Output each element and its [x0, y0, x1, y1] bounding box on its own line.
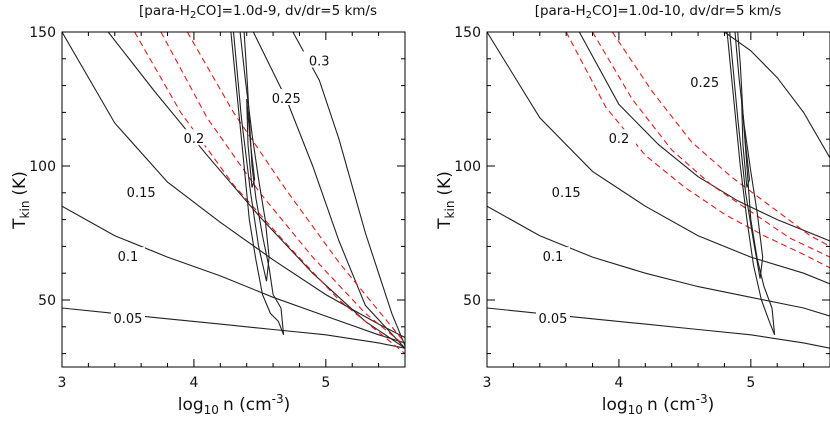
ratio-dashed-line-1 [134, 32, 405, 355]
probability-contour-3 [741, 98, 751, 188]
probability-contour-1 [230, 32, 285, 335]
x-tick-label: 4 [614, 375, 623, 391]
panel-title-right: [para-H2CO]=1.0d-10, dv/dr=5 km/s [535, 3, 782, 21]
ratio-dashed-line-2 [160, 32, 405, 347]
chart-panel-right: 0.05 0.1 0.15 0.2 0.25 3 4 5 50 100 150 Tkin(K) l… [435, 25, 830, 417]
ratio-dashed-line-3 [186, 32, 405, 344]
y-tick-label: 150 [29, 25, 56, 41]
plot-area-left: 0.05 0.1 0.15 0.2 0.25 0.3 [62, 32, 405, 355]
contour-line-0.1 [487, 205, 830, 317]
x-axis-label-right: log10 n (cm-3) [602, 392, 715, 417]
clipped-marks [487, 32, 830, 349]
contour-line-0.25 [252, 32, 405, 349]
clipped-marks [62, 32, 405, 355]
contour-label-bg [601, 129, 636, 146]
contour-label-bg [269, 89, 304, 105]
contour-label-0.25: 0.25 [690, 76, 719, 91]
contour-label-bg [687, 72, 722, 89]
y-axis-label-right: Tkin(K) [435, 171, 457, 230]
contour-label-bg [176, 129, 211, 146]
x-axis-label-left: log10 n (cm-3) [178, 392, 291, 417]
panel-title-left: [para-H2CO]=1.0d-9, dv/dr=5 km/s [139, 3, 377, 21]
contour-line-0.1 [62, 205, 405, 344]
contour-label-0.05: 0.05 [538, 312, 567, 327]
probability-contour-2 [232, 32, 270, 282]
plot-area-right: 0.05 0.1 0.15 0.2 0.25 [487, 32, 830, 349]
plot-frame-right [486, 31, 830, 368]
y-tick-label: 50 [463, 293, 481, 309]
probability-contour-2 [729, 32, 764, 279]
ratio-dashed-line-3 [611, 32, 830, 247]
contour-label-0.15: 0.15 [127, 186, 156, 201]
chart-panel-left: 0.05 0.1 0.15 0.2 0.25 0.3 3 4 5 50 100 150 Tkin(K… [10, 25, 406, 417]
y-tick-label: 150 [454, 25, 481, 41]
x-tick-label: 3 [58, 375, 67, 391]
x-tick-label: 3 [483, 375, 492, 391]
contour-label-bg [110, 308, 145, 325]
y-tick-label: 100 [454, 159, 481, 175]
y-tick-label: 50 [38, 293, 56, 309]
x-tick-label: 4 [189, 375, 198, 391]
contour-line-0.15 [487, 32, 830, 285]
ratio-dashed-line-2 [592, 32, 830, 258]
contour-line-0.25 [724, 32, 830, 159]
contour-label-0.3: 0.3 [309, 54, 330, 69]
x-tick-label: 5 [746, 375, 755, 391]
contour-label-0.1: 0.1 [543, 250, 564, 265]
probability-contour-3 [246, 98, 256, 188]
contour-label-0.15: 0.15 [552, 186, 581, 201]
contour-line-0.15 [62, 32, 405, 338]
plot-frame-left [61, 31, 406, 368]
contour-label-bg [535, 247, 570, 264]
contour-label-bg [110, 247, 145, 264]
contour-label-bg [549, 182, 584, 199]
contour-label-0.2: 0.2 [184, 132, 205, 147]
ticks-right: 3 4 5 50 100 150 [454, 25, 830, 391]
contour-label-0.25: 0.25 [272, 92, 301, 107]
ratio-dashed-line-1 [565, 32, 830, 269]
x-tick-label: 5 [321, 375, 330, 391]
y-tick-label: 100 [29, 159, 56, 175]
contour-label-0.05: 0.05 [113, 312, 142, 327]
probability-contour-1 [726, 32, 776, 336]
contour-label-0.2: 0.2 [609, 132, 630, 147]
ticks-left: 3 4 5 50 100 150 [29, 25, 406, 391]
contour-label-0.1: 0.1 [118, 250, 139, 265]
contour-label-bg [302, 51, 337, 68]
contour-label-bg [124, 182, 159, 199]
contour-line-0.3 [292, 32, 405, 346]
contour-line-0.2 [578, 32, 830, 242]
contour-label-bg [535, 308, 570, 325]
y-axis-label-left: Tkin(K) [10, 171, 32, 230]
